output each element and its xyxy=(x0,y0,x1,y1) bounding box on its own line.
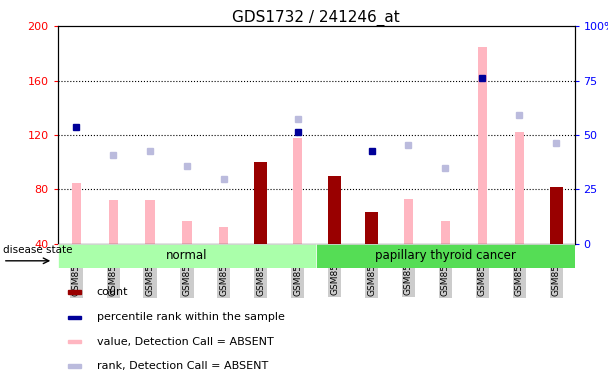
Bar xyxy=(365,213,378,244)
Bar xyxy=(328,176,341,244)
Bar xyxy=(68,290,81,294)
Text: disease state: disease state xyxy=(3,245,72,255)
Bar xyxy=(68,364,81,368)
Bar xyxy=(108,200,118,244)
Bar xyxy=(72,183,81,244)
Bar xyxy=(145,200,154,244)
Bar xyxy=(68,340,81,344)
Title: GDS1732 / 241246_at: GDS1732 / 241246_at xyxy=(232,10,400,26)
Bar xyxy=(441,220,450,244)
Text: percentile rank within the sample: percentile rank within the sample xyxy=(97,312,285,322)
Bar xyxy=(219,227,229,244)
Text: count: count xyxy=(97,287,128,297)
Bar xyxy=(514,132,524,244)
Text: normal: normal xyxy=(166,249,208,262)
Text: value, Detection Call = ABSENT: value, Detection Call = ABSENT xyxy=(97,337,273,346)
Bar xyxy=(550,187,562,244)
Bar xyxy=(293,138,302,244)
Bar xyxy=(316,244,575,268)
Bar xyxy=(478,46,487,244)
Bar xyxy=(182,220,192,244)
Bar xyxy=(68,315,81,319)
Bar xyxy=(58,244,316,268)
Bar xyxy=(404,199,413,244)
Text: rank, Detection Call = ABSENT: rank, Detection Call = ABSENT xyxy=(97,361,268,371)
Bar xyxy=(254,162,268,244)
Text: papillary thyroid cancer: papillary thyroid cancer xyxy=(375,249,516,262)
